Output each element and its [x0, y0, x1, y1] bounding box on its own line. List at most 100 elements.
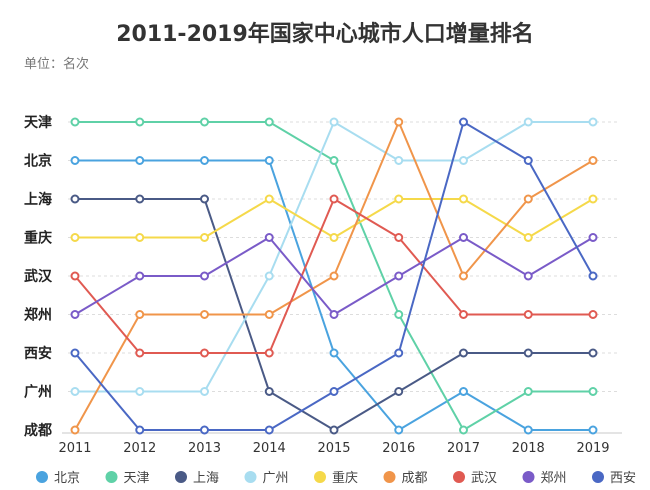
data-point: [523, 271, 533, 281]
data-point: [329, 194, 339, 204]
data-point: [135, 425, 145, 435]
legend-label: 广州: [263, 471, 289, 486]
data-point: [70, 117, 80, 127]
data-point: [329, 156, 339, 165]
data-point: [70, 387, 80, 396]
data-point: [200, 425, 209, 435]
x-tick-label: 2015: [317, 441, 350, 456]
data-point: [523, 425, 533, 435]
data-point: [394, 271, 404, 281]
data-point: [329, 271, 339, 281]
data-point: [459, 348, 468, 358]
data-point: [523, 117, 533, 127]
data-point: [135, 310, 145, 319]
data-point: [394, 117, 404, 127]
data-point: [264, 387, 274, 396]
data-point: [329, 117, 339, 127]
legend[interactable]: 北京 天津 上海 广州 重庆 成都 武汉 郑州 西安: [36, 470, 636, 486]
data-point: [523, 156, 533, 165]
legend-swatch: [383, 471, 396, 483]
legend-item[interactable]: 武汉: [453, 471, 497, 486]
unit-label: 单位：名次: [24, 57, 90, 72]
y-tick-label: 北京: [24, 153, 52, 170]
legend-item[interactable]: 重庆: [314, 470, 358, 486]
data-point: [523, 194, 533, 204]
legend-label: 重庆: [332, 470, 358, 486]
data-point: [459, 271, 468, 281]
data-point: [70, 271, 80, 281]
data-point: [394, 233, 404, 242]
data-point: [264, 194, 274, 204]
legend-item[interactable]: 北京: [36, 471, 80, 486]
series-points: [70, 117, 598, 435]
data-point: [588, 348, 598, 358]
data-point: [200, 348, 209, 358]
data-point: [264, 233, 274, 242]
x-tick-label: 2013: [188, 441, 221, 456]
legend-item[interactable]: 天津: [105, 471, 150, 486]
data-point: [329, 310, 339, 319]
data-point: [394, 387, 404, 396]
y-tick-label: 天津: [24, 114, 52, 131]
data-point: [588, 387, 598, 396]
x-tick-label: 2011: [58, 441, 91, 456]
data-point: [135, 387, 145, 396]
data-point: [70, 310, 80, 319]
legend-label: 郑州: [541, 471, 567, 486]
y-tick-label: 上海: [24, 191, 52, 208]
legend-label: 武汉: [471, 471, 497, 486]
data-point: [264, 117, 274, 127]
x-tick-label: 2018: [512, 441, 545, 456]
data-point: [200, 194, 209, 204]
grid-lines: [68, 121, 620, 392]
legend-label: 西安: [610, 471, 636, 486]
legend-item[interactable]: 广州: [244, 471, 289, 486]
data-point: [200, 156, 209, 165]
data-point: [394, 156, 404, 165]
data-point: [329, 348, 339, 358]
data-point: [200, 117, 209, 127]
data-point: [329, 233, 339, 242]
data-point: [200, 310, 209, 319]
legend-item[interactable]: 郑州: [522, 471, 567, 486]
data-point: [459, 425, 468, 435]
data-point: [70, 425, 80, 435]
data-point: [264, 425, 274, 435]
data-point: [70, 348, 80, 358]
legend-label: 上海: [193, 471, 219, 486]
legend-label: 北京: [54, 471, 80, 486]
legend-swatch: [175, 471, 187, 483]
data-point: [394, 425, 404, 435]
data-point: [523, 233, 533, 242]
data-point: [264, 348, 274, 358]
y-tick-label: 西安: [24, 345, 52, 362]
data-point: [459, 233, 468, 242]
data-point: [588, 194, 598, 204]
data-point: [588, 233, 598, 242]
legend-swatch: [105, 471, 118, 483]
data-point: [588, 117, 598, 127]
data-point: [329, 425, 339, 435]
series-line: [75, 198, 594, 239]
data-point: [394, 310, 404, 319]
x-tick-label: 2019: [576, 441, 609, 456]
data-point: [459, 156, 468, 165]
data-point: [264, 156, 274, 165]
data-point: [264, 271, 274, 281]
x-tick-label: 2017: [447, 441, 480, 456]
legend-item[interactable]: 西安: [592, 471, 636, 486]
y-tick-label: 武汉: [24, 268, 53, 285]
legend-item[interactable]: 上海: [175, 471, 219, 486]
data-point: [70, 233, 80, 242]
data-point: [394, 348, 404, 358]
data-point: [459, 194, 468, 204]
data-point: [459, 310, 468, 319]
y-tick-label: 重庆: [24, 230, 52, 247]
legend-item[interactable]: 成都: [383, 471, 428, 486]
data-point: [459, 117, 468, 127]
data-point: [329, 387, 339, 396]
data-point: [459, 387, 468, 396]
data-point: [264, 310, 274, 319]
data-point: [588, 271, 598, 281]
